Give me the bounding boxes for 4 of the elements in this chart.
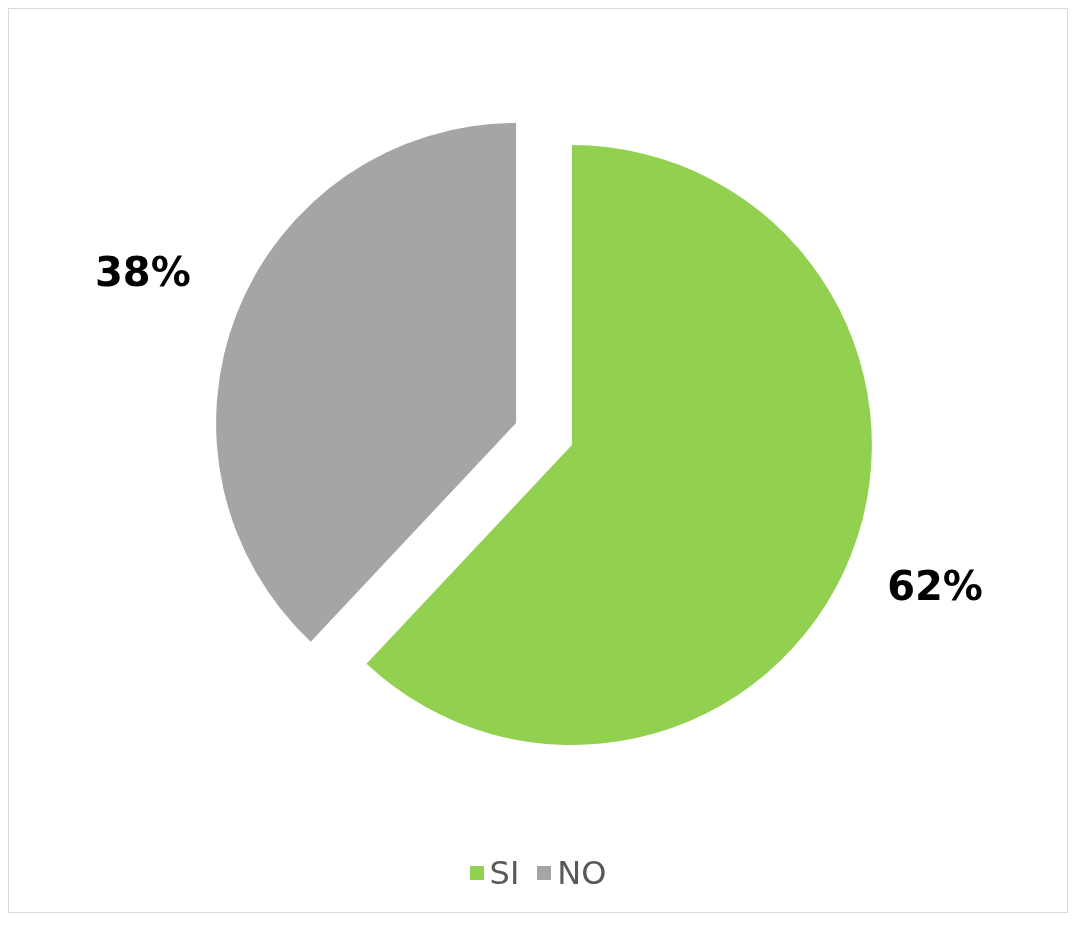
legend-label: NO bbox=[557, 854, 607, 892]
data-label: 62% bbox=[887, 562, 983, 609]
legend-label: SI bbox=[489, 854, 520, 892]
data-label: 38% bbox=[95, 249, 191, 296]
